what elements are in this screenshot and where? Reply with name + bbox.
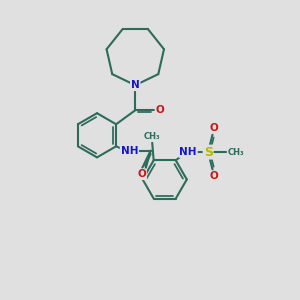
Text: O: O — [210, 123, 218, 133]
Text: O: O — [137, 169, 146, 179]
Text: O: O — [210, 171, 218, 181]
Text: O: O — [156, 105, 164, 115]
Text: CH₃: CH₃ — [144, 132, 160, 141]
Text: NH: NH — [121, 146, 138, 156]
Text: N: N — [131, 80, 140, 90]
Text: NH: NH — [179, 147, 197, 157]
Text: S: S — [204, 146, 213, 159]
Text: CH₃: CH₃ — [227, 148, 244, 157]
